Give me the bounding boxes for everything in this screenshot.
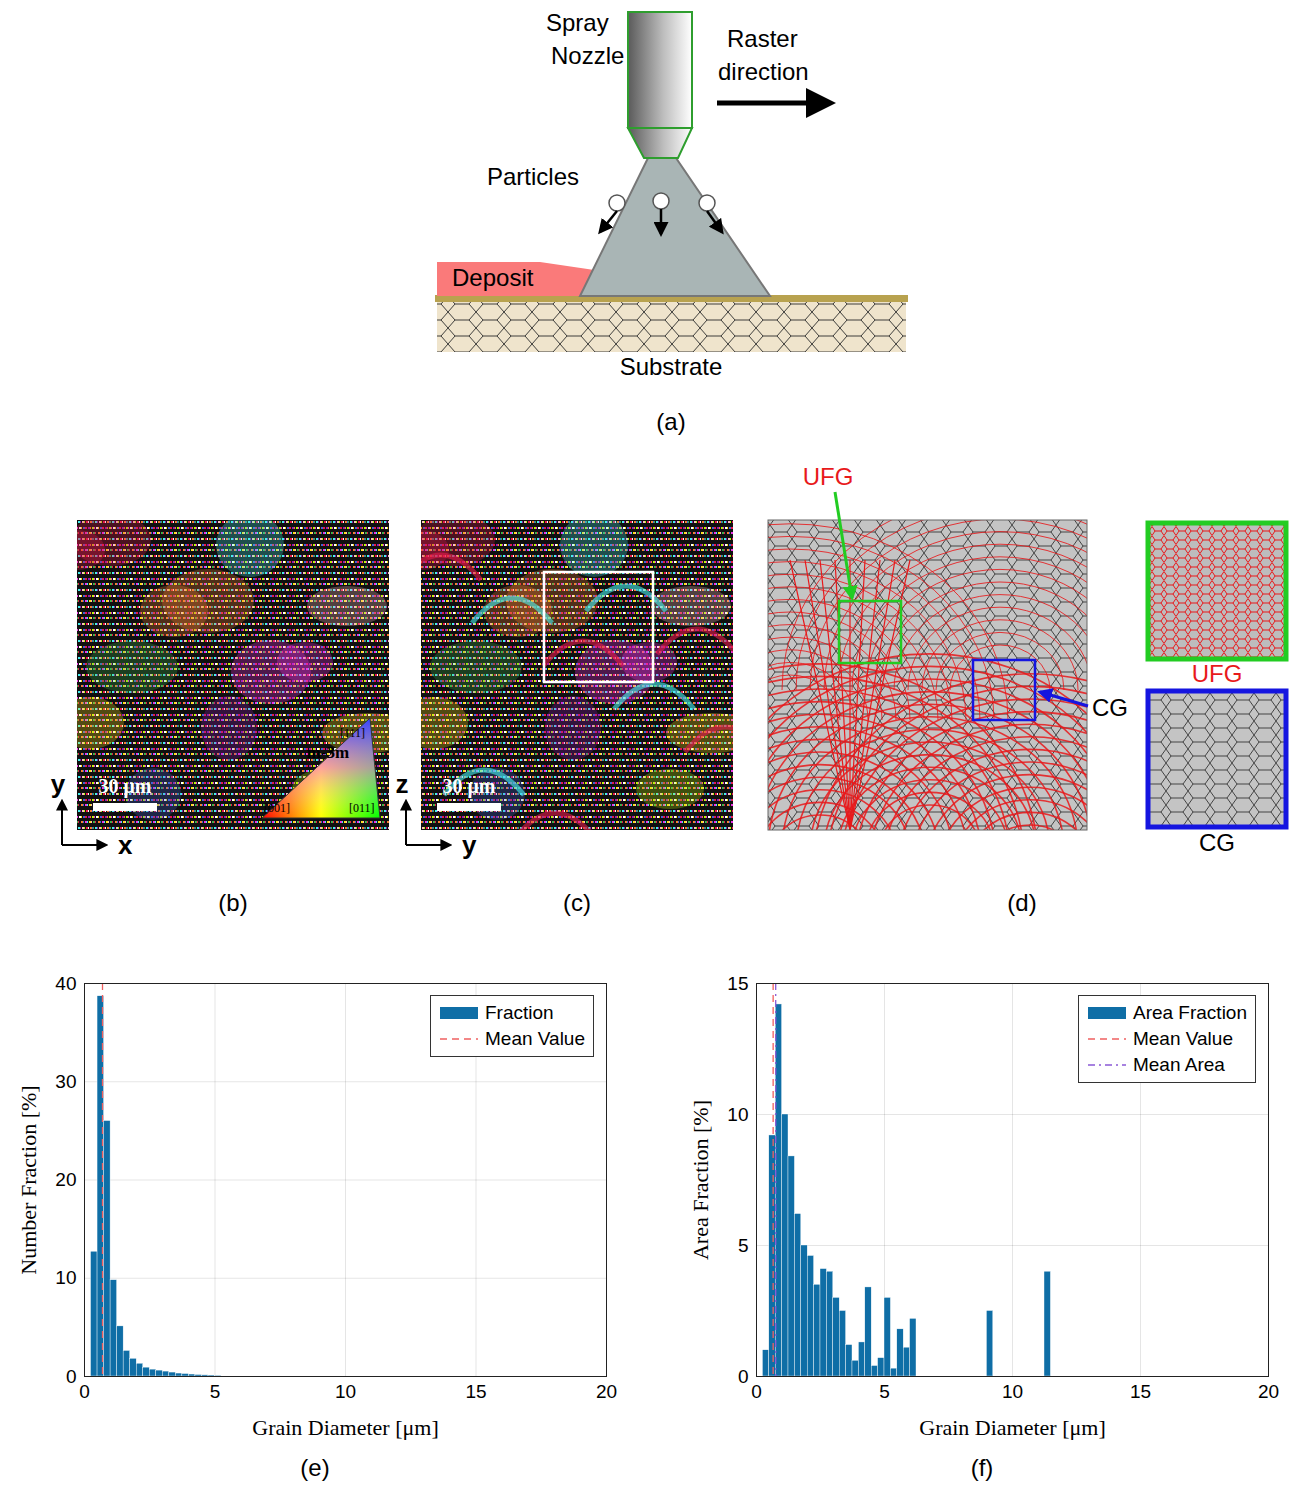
svg-text:0: 0 — [79, 1381, 90, 1402]
svg-text:CG: CG — [1199, 829, 1235, 856]
svg-text:UFG: UFG — [803, 463, 854, 490]
svg-text:15: 15 — [1130, 1381, 1151, 1402]
svg-text:0: 0 — [66, 1366, 77, 1387]
svg-text:Grain Diameter [μm]: Grain Diameter [μm] — [252, 1415, 439, 1440]
svg-text:Nozzle: Nozzle — [551, 42, 624, 69]
html-text:Fraction: Fraction — [485, 1002, 554, 1023]
svg-text:x: x — [118, 830, 133, 860]
svg-text:(d): (d) — [1007, 889, 1036, 916]
svg-text:20: 20 — [55, 1169, 76, 1190]
svg-text:Area Fraction [%]: Area Fraction [%] — [688, 1100, 713, 1260]
svg-text:[011]: [011] — [349, 801, 375, 815]
svg-text:Number Fraction [%]: Number Fraction [%] — [16, 1085, 41, 1274]
svg-text:[001]: [001] — [264, 801, 290, 815]
svg-text:30 μm: 30 μm — [443, 775, 496, 798]
svg-text:20: 20 — [1258, 1381, 1279, 1402]
svg-text:0: 0 — [738, 1366, 749, 1387]
svg-text:direction: direction — [718, 58, 809, 85]
svg-text:z: z — [396, 769, 409, 799]
svg-text:10: 10 — [727, 1104, 748, 1125]
svg-text:(a): (a) — [656, 408, 685, 435]
svg-text:0: 0 — [751, 1381, 762, 1402]
svg-text:15: 15 — [727, 973, 748, 994]
svg-text:10: 10 — [1002, 1381, 1023, 1402]
html-text:Area Fraction: Area Fraction — [1133, 1002, 1247, 1023]
svg-text:10: 10 — [335, 1381, 356, 1402]
svg-text:y: y — [462, 830, 477, 860]
svg-text:m-3m: m-3m — [307, 743, 349, 762]
svg-text:40: 40 — [55, 973, 76, 994]
html-text:Mean Value: Mean Value — [1133, 1028, 1233, 1049]
svg-text:Particles: Particles — [487, 163, 579, 190]
svg-text:[111]: [111] — [340, 726, 365, 740]
html-text:(f): (f) — [970, 1454, 994, 1481]
svg-text:CG: CG — [1092, 694, 1128, 721]
svg-text:5: 5 — [879, 1381, 890, 1402]
svg-text:Spray: Spray — [546, 9, 609, 36]
svg-text:20: 20 — [596, 1381, 617, 1402]
svg-text:Raster: Raster — [727, 25, 798, 52]
html-text:Mean Value: Mean Value — [485, 1028, 585, 1049]
svg-text:y: y — [51, 769, 66, 799]
svg-text:UFG: UFG — [1192, 660, 1243, 687]
svg-text:Deposit: Deposit — [452, 264, 534, 291]
svg-text:15: 15 — [465, 1381, 486, 1402]
svg-text:30: 30 — [55, 1071, 76, 1092]
svg-text:10: 10 — [55, 1267, 76, 1288]
svg-text:5: 5 — [738, 1235, 749, 1256]
html-text:Mean Area: Mean Area — [1133, 1054, 1225, 1075]
svg-text:30 μm: 30 μm — [99, 775, 152, 798]
svg-text:Grain Diameter [μm]: Grain Diameter [μm] — [919, 1415, 1106, 1440]
html-text:(e): (e) — [300, 1454, 330, 1481]
svg-text:(c): (c) — [563, 889, 591, 916]
svg-text:(b): (b) — [218, 889, 247, 916]
svg-text:Substrate: Substrate — [620, 353, 723, 380]
svg-text:5: 5 — [210, 1381, 221, 1402]
